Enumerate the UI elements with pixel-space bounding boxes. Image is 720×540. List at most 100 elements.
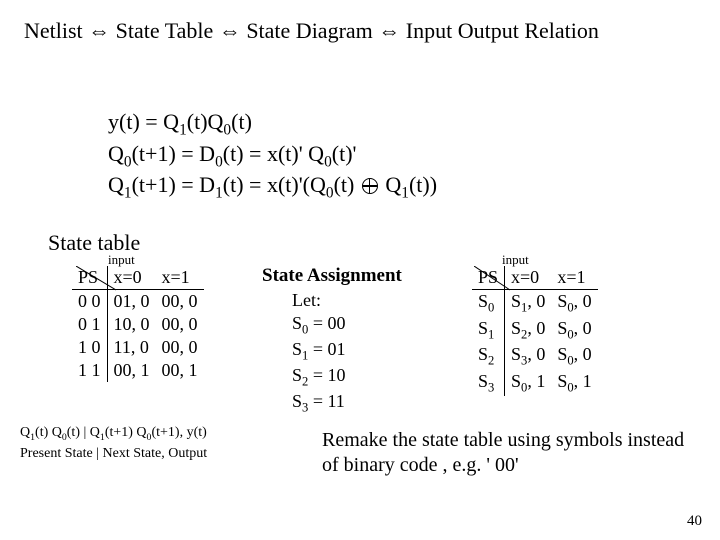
t: (t) Q <box>35 425 62 440</box>
cell: 0 0 <box>72 290 107 314</box>
eq-sub: 1 <box>215 185 223 202</box>
equation-2: Q0(t+1) = D0(t) = x(t)' Q0(t)' <box>108 140 437 172</box>
eq-sub: 0 <box>326 185 334 202</box>
eq-text: (t)' <box>332 141 357 166</box>
s: 0 <box>488 301 494 315</box>
eq-text: (t) <box>334 172 360 197</box>
table-row: 1 011, 000, 0 <box>72 336 204 359</box>
eq-text: (t) <box>231 109 252 134</box>
s: 1 <box>488 327 494 341</box>
eq-text: y(t) = Q <box>108 109 179 134</box>
table-row: 0 001, 000, 0 <box>72 290 204 314</box>
title-line: Netlist ⇔ State Table ⇔ State Diagram ⇔ … <box>24 18 599 44</box>
t: S <box>511 344 521 364</box>
table-row: S2 S3, 0 S0, 0 <box>472 343 598 370</box>
title-seg4: Input Output Relation <box>400 18 599 43</box>
eq-text: (t)Q <box>187 109 224 134</box>
ps-text: PS <box>78 267 98 287</box>
input-label: input <box>502 252 529 268</box>
cell: S1 <box>472 317 505 344</box>
t: , 1 <box>574 371 592 391</box>
eq-text: (t) = x(t)' Q <box>223 141 324 166</box>
title-seg3: State Diagram <box>241 18 378 43</box>
cell: S0, 1 <box>551 370 597 397</box>
cell: S0 <box>472 290 505 317</box>
t: , 0 <box>574 344 592 364</box>
header-x1: x=1 <box>156 266 204 290</box>
s: 3 <box>488 380 494 394</box>
eq-text: (t+1) = D <box>132 141 215 166</box>
right-state-table: input PS x=0 x=1 S0 S1, 0 S0, 0 S1 S2, 0… <box>472 266 598 396</box>
equation-1: y(t) = Q1(t)Q0(t) <box>108 108 437 140</box>
t: S <box>292 339 302 359</box>
page-number: 40 <box>687 513 702 530</box>
table: input PS x=0 x=1 0 001, 000, 0 0 110, 00… <box>72 266 204 382</box>
ps-text: PS <box>478 267 498 287</box>
t: S <box>511 291 521 311</box>
header-x0: x=0 <box>505 266 552 290</box>
eq-sub: 0 <box>324 153 332 170</box>
cell: S0, 0 <box>551 317 597 344</box>
cell: S0, 1 <box>505 370 552 397</box>
t: , 0 <box>527 291 545 311</box>
eq-sub: 0 <box>215 153 223 170</box>
eq-text: (t) = x(t)'(Q <box>223 172 326 197</box>
eq-sub: 0 <box>124 153 132 170</box>
eq-sub: 1 <box>124 185 132 202</box>
legend-line-1: Q1(t) Q0(t) | Q1(t+1) Q0(t+1), y(t) <box>20 424 207 445</box>
t: S <box>557 318 567 338</box>
cell: 00, 1 <box>107 359 156 382</box>
table-row: 1 100, 100, 1 <box>72 359 204 382</box>
title-seg2: State Table <box>110 18 219 43</box>
t: S <box>557 371 567 391</box>
cell: 1 1 <box>72 359 107 382</box>
t: , 0 <box>574 318 592 338</box>
eq-text: Q <box>108 172 124 197</box>
assign-row: S2 = 10 <box>292 364 402 390</box>
t: , 0 <box>527 344 545 364</box>
cell: 00, 1 <box>156 359 204 382</box>
t: S <box>292 365 302 385</box>
t: , 1 <box>527 371 545 391</box>
equation-3: Q1(t+1) = D1(t) = x(t)'(Q0(t) Q1(t)) <box>108 171 437 203</box>
t: S <box>478 291 488 311</box>
t: = 11 <box>308 391 344 411</box>
eq-text: Q <box>380 172 401 197</box>
cell: S0, 0 <box>551 290 597 317</box>
table-row: S1 S2, 0 S0, 0 <box>472 317 598 344</box>
t: S <box>292 391 302 411</box>
t: S <box>557 291 567 311</box>
arrow-icon: ⇔ <box>378 18 400 43</box>
remark-text: Remake the state table using symbols ins… <box>322 428 702 478</box>
cell: 10, 0 <box>107 313 156 336</box>
let-label: Let: <box>292 289 402 312</box>
cell: S0, 0 <box>551 343 597 370</box>
t: S <box>478 344 488 364</box>
t: = 10 <box>308 365 345 385</box>
eq-text: Q <box>108 141 124 166</box>
t: , 0 <box>574 291 592 311</box>
table: input PS x=0 x=1 S0 S1, 0 S0, 0 S1 S2, 0… <box>472 266 598 396</box>
state-assignment-block: State Assignment Let: S0 = 00 S1 = 01 S2… <box>262 264 402 416</box>
table-row: S 3 S0, 1 S0, 1 <box>472 370 598 397</box>
cell: 0 1 <box>72 313 107 336</box>
t: Q <box>20 425 30 440</box>
eq-sub: 1 <box>401 185 409 202</box>
t: S <box>511 371 521 391</box>
cell: S2 <box>472 343 505 370</box>
t: , 0 <box>527 318 545 338</box>
cell: 00, 0 <box>156 290 204 314</box>
t: S <box>511 318 521 338</box>
eq-sub: 1 <box>179 121 187 138</box>
s: 2 <box>488 354 494 368</box>
xor-icon <box>362 178 378 194</box>
header-x0: x=0 <box>107 266 156 290</box>
eq-text: (t+1) = D <box>132 172 215 197</box>
cell: 00, 0 <box>156 313 204 336</box>
header-ps: input PS <box>72 266 107 290</box>
eq-sub: 0 <box>223 121 231 138</box>
t: = 01 <box>308 339 345 359</box>
cell: S3, 0 <box>505 343 552 370</box>
cell: 00, 0 <box>156 336 204 359</box>
t: = 00 <box>308 313 345 333</box>
